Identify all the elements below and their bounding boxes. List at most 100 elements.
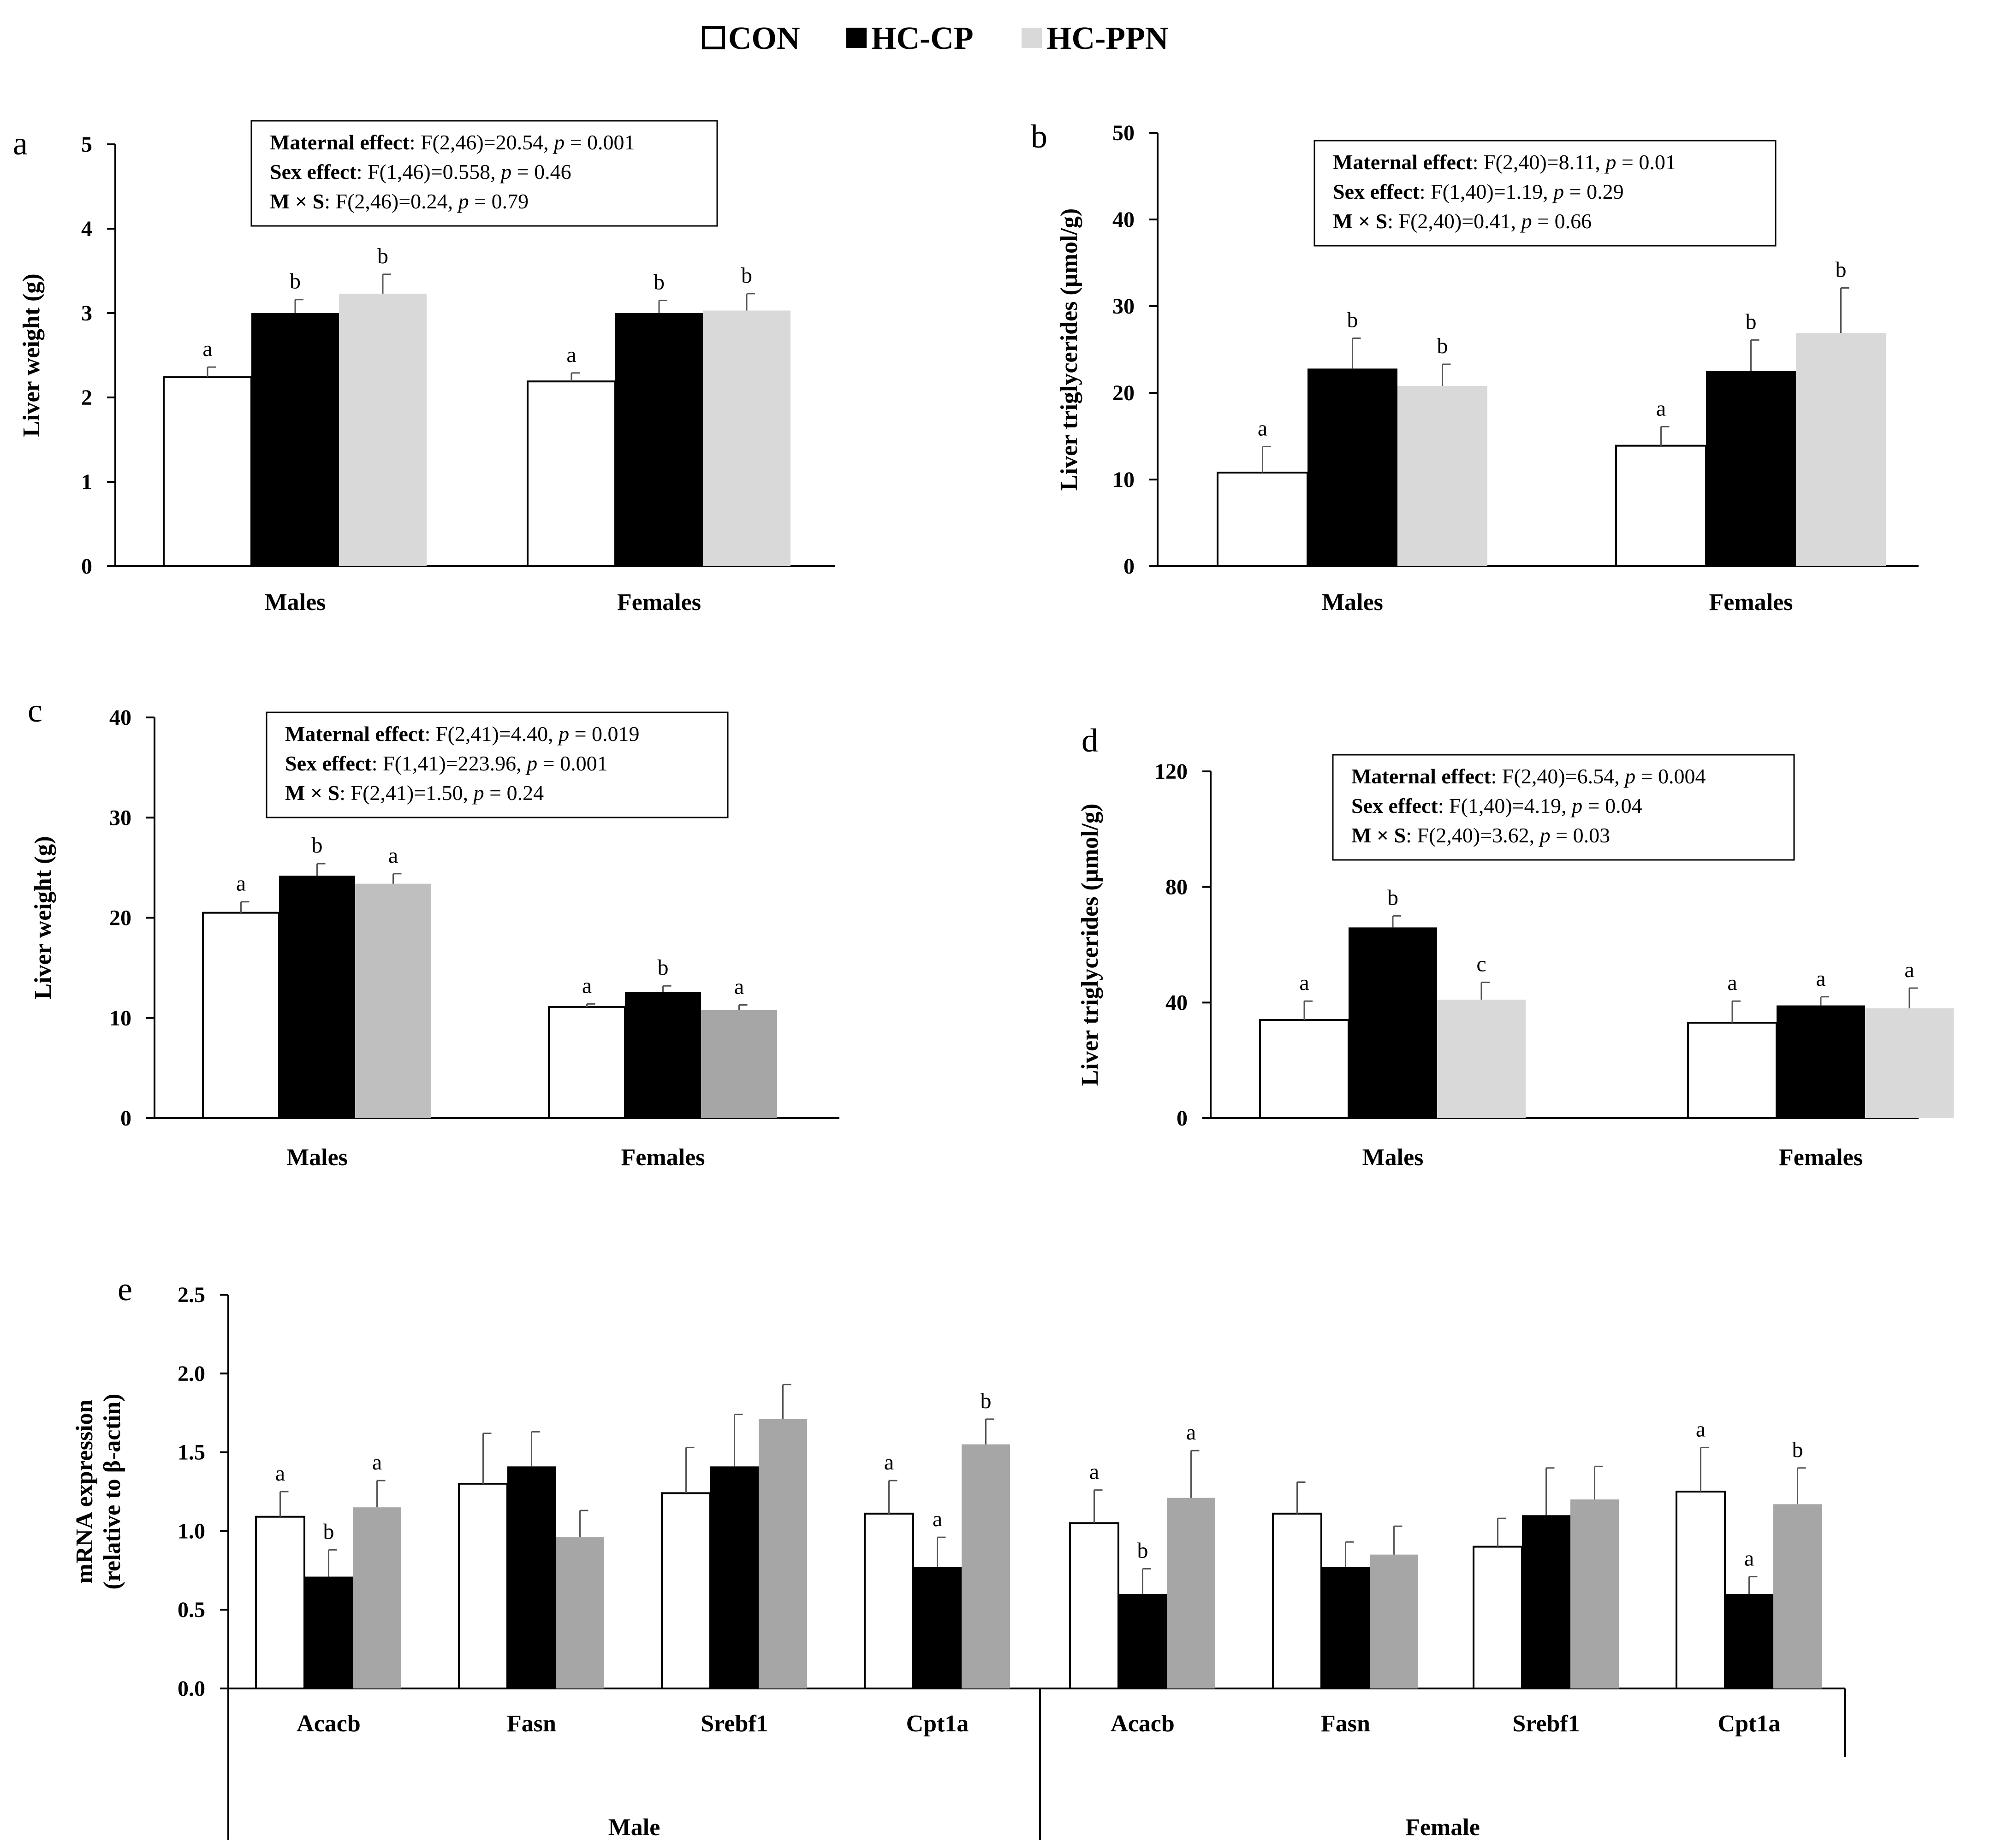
x-category-label: Males: [1362, 1144, 1424, 1171]
bar-HC-PPN-4: [1167, 1498, 1215, 1688]
bar-HC-CP-0: [304, 1576, 353, 1688]
sig-letter: a: [1186, 1420, 1196, 1445]
stats-term: Maternal effect: [270, 130, 410, 154]
sig-letter: a: [1656, 396, 1666, 421]
sig-letter: a: [1299, 971, 1309, 995]
y-tick-label: 50: [1112, 121, 1135, 145]
x-category-label: Fasn: [507, 1711, 556, 1737]
bar-CON-0: [163, 376, 252, 568]
sig-letter: b: [323, 1519, 334, 1544]
sig-letter: b: [1387, 885, 1398, 910]
stats-term: M × S: [285, 781, 339, 805]
stats-term: Sex effect: [285, 752, 372, 775]
x-category-label: Males: [1322, 589, 1383, 616]
stats-term: Sex effect: [270, 160, 357, 184]
bar-HC-PPN-2: [759, 1419, 807, 1688]
sig-letter: b: [377, 244, 388, 268]
panel-label-c: c: [28, 692, 42, 729]
x-category-label: Cpt1a: [906, 1711, 969, 1737]
bar-HC-PPN-5: [1370, 1554, 1418, 1688]
stats-p: p: [557, 722, 569, 746]
y-axis-label: Liver weight (g): [18, 273, 45, 437]
group-label-female: Female: [1405, 1814, 1480, 1841]
y-tick-label: 1: [81, 470, 92, 494]
bar-CON-1: [1687, 1022, 1777, 1119]
stats-p: p: [1520, 209, 1532, 233]
y-tick-label: 0.5: [178, 1598, 205, 1622]
stats-line-0: Maternal effect: F(2,40)=6.54, p = 0.004: [1351, 764, 1706, 788]
bar-CON-0: [1259, 1019, 1349, 1119]
bar-HC-CP-1: [507, 1466, 556, 1688]
bar-CON-2: [661, 1492, 711, 1690]
bar-HC-PPN-1: [701, 1010, 777, 1118]
sig-letter: b: [981, 1389, 992, 1413]
x-category-label: Females: [1779, 1144, 1863, 1171]
bar-HC-CP-0: [279, 876, 355, 1118]
y-tick-label: 0: [81, 554, 92, 579]
bar-HC-PPN-7: [1773, 1504, 1822, 1688]
sig-letter: a: [1089, 1460, 1099, 1484]
stats-p: p: [525, 752, 537, 775]
y-tick-label: 1.0: [178, 1519, 205, 1543]
sig-letter: b: [741, 263, 752, 288]
y-tick-label: 40: [1165, 990, 1188, 1015]
y-axis-label: Liver triglycerides (µmol/g): [1056, 208, 1082, 491]
stats-term: Maternal effect: [1333, 150, 1473, 174]
y-tick-label: 0.0: [178, 1676, 205, 1701]
bar-CON-3: [864, 1512, 914, 1689]
bar-CON-7: [1676, 1491, 1726, 1689]
bar-HC-CP-1: [625, 992, 701, 1118]
bar-CON-1: [548, 1006, 626, 1119]
stats-line-0: Maternal effect: F(2,41)=4.40, p = 0.019: [285, 722, 640, 746]
sig-letter: a: [202, 337, 212, 361]
x-category-label: Acacb: [1111, 1711, 1175, 1737]
stats-pval: = 0.46: [511, 160, 571, 184]
stats-p: p: [457, 190, 469, 213]
bar-CON-1: [1615, 444, 1707, 567]
stats-term: M × S: [270, 190, 324, 213]
y-tick-label: 20: [1112, 381, 1135, 405]
bar-HC-CP-1: [1777, 1005, 1865, 1118]
y-tick-label: 30: [109, 806, 131, 830]
stats-f: : F(2,41)=1.50,: [339, 781, 473, 805]
stats-line-1: Sex effect: F(1,40)=4.19, p = 0.04: [1351, 794, 1642, 817]
stats-pval: = 0.004: [1635, 764, 1706, 788]
y-tick-label: 30: [1112, 294, 1135, 319]
y-tick-label: 5: [81, 132, 92, 157]
x-category-label: Srebf1: [701, 1711, 768, 1737]
stats-p: p: [1604, 150, 1616, 174]
y-tick-label: 3: [81, 301, 92, 326]
bar-HC-CP-4: [1118, 1594, 1167, 1688]
stats-box: [1332, 754, 1795, 861]
bar-HC-CP-7: [1725, 1594, 1773, 1688]
y-tick-label: 0: [1123, 554, 1135, 579]
x-category-label: Females: [617, 589, 701, 616]
y-tick-label: 10: [109, 1006, 131, 1031]
sig-letter: b: [1792, 1438, 1803, 1462]
bar-HC-CP-3: [913, 1567, 962, 1688]
bar-HC-PPN-1: [1796, 333, 1886, 566]
bar-HC-PPN-1: [1865, 1008, 1954, 1118]
panel-label-e: e: [118, 1271, 132, 1308]
legend-label-0: CON: [728, 21, 800, 56]
stats-p: p: [499, 160, 511, 184]
bar-HC-PPN-0: [355, 883, 431, 1118]
stats-pval: = 0.03: [1551, 823, 1610, 847]
y-axis-label: Liver weight (g): [30, 836, 56, 999]
legend-swatch-1: [846, 28, 867, 48]
bar-HC-CP-0: [251, 313, 339, 566]
bar-HC-PPN-1: [703, 310, 790, 566]
bar-CON-5: [1272, 1512, 1322, 1689]
y-axis-label: (relative to β-actin): [99, 1394, 125, 1590]
bar-HC-CP-0: [1349, 927, 1437, 1118]
bar-HC-CP-0: [1308, 368, 1397, 566]
x-category-label: Cpt1a: [1718, 1711, 1781, 1737]
sig-letter: a: [1744, 1546, 1754, 1570]
x-category-label: Acacb: [297, 1711, 361, 1737]
bar-HC-PPN-0: [1437, 1000, 1526, 1118]
stats-pval: = 0.66: [1532, 209, 1592, 233]
panel-label-a: a: [13, 125, 28, 162]
bar-HC-PPN-6: [1570, 1499, 1619, 1688]
stats-f: : F(2,46)=0.24,: [324, 190, 458, 213]
